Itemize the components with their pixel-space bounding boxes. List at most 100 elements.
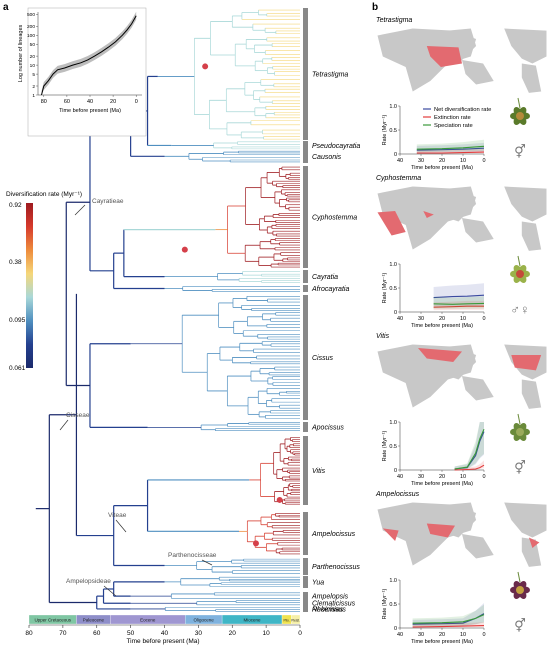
tree-axis-tick-label-0: 80 bbox=[25, 630, 33, 637]
flower-center bbox=[516, 270, 524, 278]
ltt-ytick-label-5: 50 bbox=[30, 42, 36, 48]
flower-stem bbox=[517, 571, 521, 583]
rate-ytick-label-2-0: 0 bbox=[394, 468, 397, 474]
flower-center bbox=[516, 586, 524, 594]
rate-line-2-2 bbox=[454, 428, 485, 470]
rate-xtick-label-2-2: 20 bbox=[439, 474, 445, 480]
rate-xtick-label-2-4: 0 bbox=[482, 474, 485, 480]
ltt-xtick-label-0: 80 bbox=[41, 99, 47, 105]
rate-ytick-label-1-2: 1.0 bbox=[389, 262, 397, 268]
genus-bar-15 bbox=[303, 606, 308, 612]
rate-line-1-0 bbox=[433, 294, 485, 299]
ltt-ytick-label-3: 10 bbox=[30, 63, 36, 69]
rate-legend-label-2: Speciation rate bbox=[434, 123, 473, 129]
rate-ylabel-3: Rate (Myr⁻¹) bbox=[382, 588, 388, 619]
epoch-label-5: Plio. bbox=[284, 619, 290, 623]
range-map-1 bbox=[374, 183, 550, 253]
epoch-bar: Upper Cretaceous Paleocene Eocene Oligocene… bbox=[28, 614, 301, 625]
legend-tick-2: 0.095 bbox=[9, 317, 26, 324]
rate-line-1-2 bbox=[433, 302, 485, 305]
map-land-2 bbox=[462, 376, 494, 401]
legend-title: Diversification rate (Myr⁻¹) bbox=[6, 191, 82, 198]
rate-xtick-label-1-0: 40 bbox=[397, 316, 403, 322]
tree-axis-tick-label-6: 20 bbox=[229, 630, 237, 637]
genus-bar-3 bbox=[303, 166, 308, 268]
flower-illustration-3 bbox=[510, 571, 530, 600]
flower-stem bbox=[517, 413, 521, 425]
panel-b-letter: b bbox=[372, 2, 378, 13]
genus-bar-4 bbox=[303, 270, 308, 283]
rate-line-3-2 bbox=[412, 614, 485, 624]
map-land-1 bbox=[418, 502, 477, 538]
legend-tick-1: 0.38 bbox=[9, 259, 22, 266]
sex-symbol-2: ⚥ bbox=[514, 460, 526, 475]
rate-xlabel-3: Time before present (Ma) bbox=[411, 639, 473, 645]
epoch-label-1: Paleocene bbox=[83, 618, 105, 623]
rate-xtick-label-3-0: 40 bbox=[397, 632, 403, 638]
rate-band-2-2 bbox=[454, 422, 484, 470]
flower-illustration-2 bbox=[510, 413, 530, 442]
tree-axis-tick-label-5: 30 bbox=[195, 630, 203, 637]
rate-ytick-label-3-0: 0 bbox=[394, 626, 397, 632]
rate-xtick-label-1-2: 20 bbox=[439, 316, 445, 322]
ltt-xlabel: Time before present (Ma) bbox=[59, 108, 121, 114]
rate-xtick-label-2-0: 40 bbox=[397, 474, 403, 480]
map-range-1 bbox=[423, 211, 434, 218]
tribe-label-4: Ampelopsideae bbox=[66, 578, 111, 585]
flower-center bbox=[516, 428, 524, 436]
map-land-2 bbox=[462, 534, 494, 559]
genus-label-12: Ampelopsis bbox=[311, 594, 349, 601]
flower-stem bbox=[517, 97, 521, 109]
genus-panel-title-1: Cyphostemma bbox=[376, 175, 421, 182]
genus-label-8: Vitis bbox=[312, 468, 326, 475]
ltt-xtick-label-1: 60 bbox=[64, 99, 70, 105]
flower-illustration-0 bbox=[510, 97, 530, 126]
genus-panel-title-0: Tetrastigma bbox=[376, 17, 412, 24]
sex-symbol-3: ⚥ bbox=[514, 618, 526, 633]
tribe-arrow-1 bbox=[59, 419, 69, 431]
range-map-3 bbox=[374, 499, 550, 569]
ltt-ytick-label-7: 200 bbox=[27, 24, 35, 30]
map-land-1 bbox=[418, 186, 477, 222]
legend-colorbar bbox=[26, 203, 33, 368]
genus-label-13: Clematicissus bbox=[312, 601, 356, 608]
genus-label-10: Parthenocissus bbox=[312, 564, 360, 571]
rate-xtick-label-3-3: 10 bbox=[460, 632, 466, 638]
rate-shift-marker-3 bbox=[252, 540, 259, 547]
ltt-xtick-label-2: 40 bbox=[87, 99, 93, 105]
genus-label-9: Ampelocissus bbox=[311, 531, 356, 538]
rate-band-0-2 bbox=[416, 139, 484, 153]
rate-ylabel-2: Rate (Myr⁻¹) bbox=[382, 430, 388, 461]
tribe-arrow-3 bbox=[201, 559, 213, 566]
epoch-label-2: Eocene bbox=[140, 618, 156, 623]
rate-line-0-0 bbox=[416, 147, 485, 151]
rate-shift-marker-2 bbox=[276, 496, 283, 503]
genus-bars: Tetrastigma Pseudocayratia Causonis Cyphost… bbox=[303, 8, 360, 614]
map-land-2 bbox=[462, 60, 494, 85]
map-land-4 bbox=[521, 63, 542, 93]
genus-bar-13 bbox=[303, 600, 308, 606]
rate-xtick-label-2-1: 30 bbox=[418, 474, 424, 480]
rate-xlabel-2: Time before present (Ma) bbox=[411, 481, 473, 487]
map-land-2 bbox=[462, 218, 494, 243]
epoch-label-3: Oligocene bbox=[193, 618, 214, 623]
map-range-0 bbox=[377, 211, 406, 236]
tree-axis-tick-label-7: 10 bbox=[263, 630, 271, 637]
map-range-0 bbox=[382, 528, 399, 541]
rate-ytick-label-0-0: 0 bbox=[394, 152, 397, 158]
genus-panel-title-2: Vitis bbox=[376, 333, 390, 340]
rate-xtick-label-1-4: 0 bbox=[482, 316, 485, 322]
genus-bar-11 bbox=[303, 576, 308, 588]
rate-xlabel-0: Time before present (Ma) bbox=[411, 165, 473, 171]
tribe-arrow-4 bbox=[103, 585, 117, 597]
ltt-line bbox=[41, 15, 137, 96]
tribe-label-3: Parthenocisseae bbox=[168, 552, 217, 559]
rate-ytick-label-0-1: 0.5 bbox=[389, 128, 397, 134]
genus-label-4: Cayratia bbox=[312, 274, 338, 281]
flower-center bbox=[516, 112, 524, 120]
tribe-labels: Cayratieae Cisseae Viteae Parthenocisseae Am… bbox=[59, 198, 217, 597]
genus-bar-12 bbox=[303, 592, 308, 600]
genus-label-5: Afrocayratia bbox=[311, 286, 349, 293]
rate-band-2-0 bbox=[454, 422, 484, 470]
